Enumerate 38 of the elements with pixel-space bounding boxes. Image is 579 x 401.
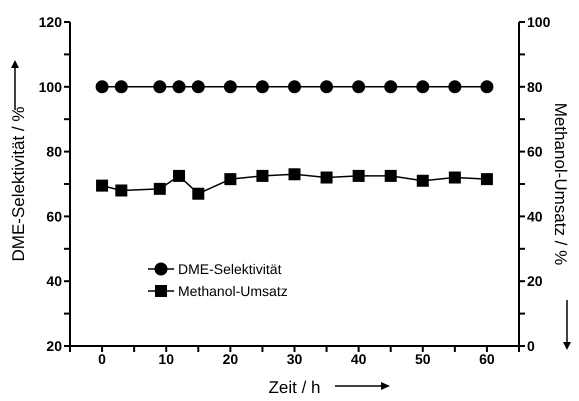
y2-tick-label: 20 bbox=[527, 273, 543, 290]
y2-tick-label: 100 bbox=[527, 14, 551, 30]
y2-tick-label: 0 bbox=[527, 338, 535, 354]
point bbox=[224, 173, 236, 186]
x-tick-label: 20 bbox=[222, 350, 238, 367]
x-tick-label: 30 bbox=[286, 350, 302, 367]
legend-label: DME-Selektivität bbox=[178, 261, 282, 277]
point bbox=[173, 170, 186, 182]
point bbox=[96, 180, 108, 192]
point bbox=[384, 170, 397, 182]
y-tick-label: 20 bbox=[46, 338, 62, 354]
y2-axis-title: Methanol-Umsatz / % bbox=[550, 102, 570, 266]
point bbox=[416, 174, 429, 187]
point bbox=[352, 170, 365, 182]
point bbox=[192, 188, 204, 200]
x-tick-label: 0 bbox=[98, 350, 106, 367]
y2-tick-label: 80 bbox=[527, 78, 543, 95]
point bbox=[288, 168, 300, 180]
y-tick-label: 120 bbox=[38, 14, 62, 30]
y-axis-title: DME-Selektivität / % bbox=[9, 106, 28, 262]
point bbox=[154, 182, 166, 195]
x-tick-label: 60 bbox=[479, 350, 495, 367]
x-tick-label: 50 bbox=[414, 350, 431, 367]
point bbox=[115, 184, 128, 196]
y-tick-label: 60 bbox=[46, 208, 62, 224]
point bbox=[256, 170, 268, 182]
y2-tick-label: 60 bbox=[527, 144, 543, 160]
point bbox=[480, 173, 493, 186]
x-tick-label: 10 bbox=[158, 350, 174, 367]
x-axis-title: Zeit / h bbox=[268, 378, 320, 397]
point bbox=[320, 172, 333, 184]
legend-label: Methanol-Umsatz bbox=[178, 283, 288, 299]
y-tick-label: 80 bbox=[46, 144, 62, 160]
point bbox=[448, 172, 461, 184]
y-tick-label: 100 bbox=[38, 78, 62, 95]
x-tick-label: 40 bbox=[350, 350, 367, 367]
y-tick-label: 40 bbox=[46, 273, 62, 290]
y2-tick-label: 40 bbox=[527, 208, 543, 224]
